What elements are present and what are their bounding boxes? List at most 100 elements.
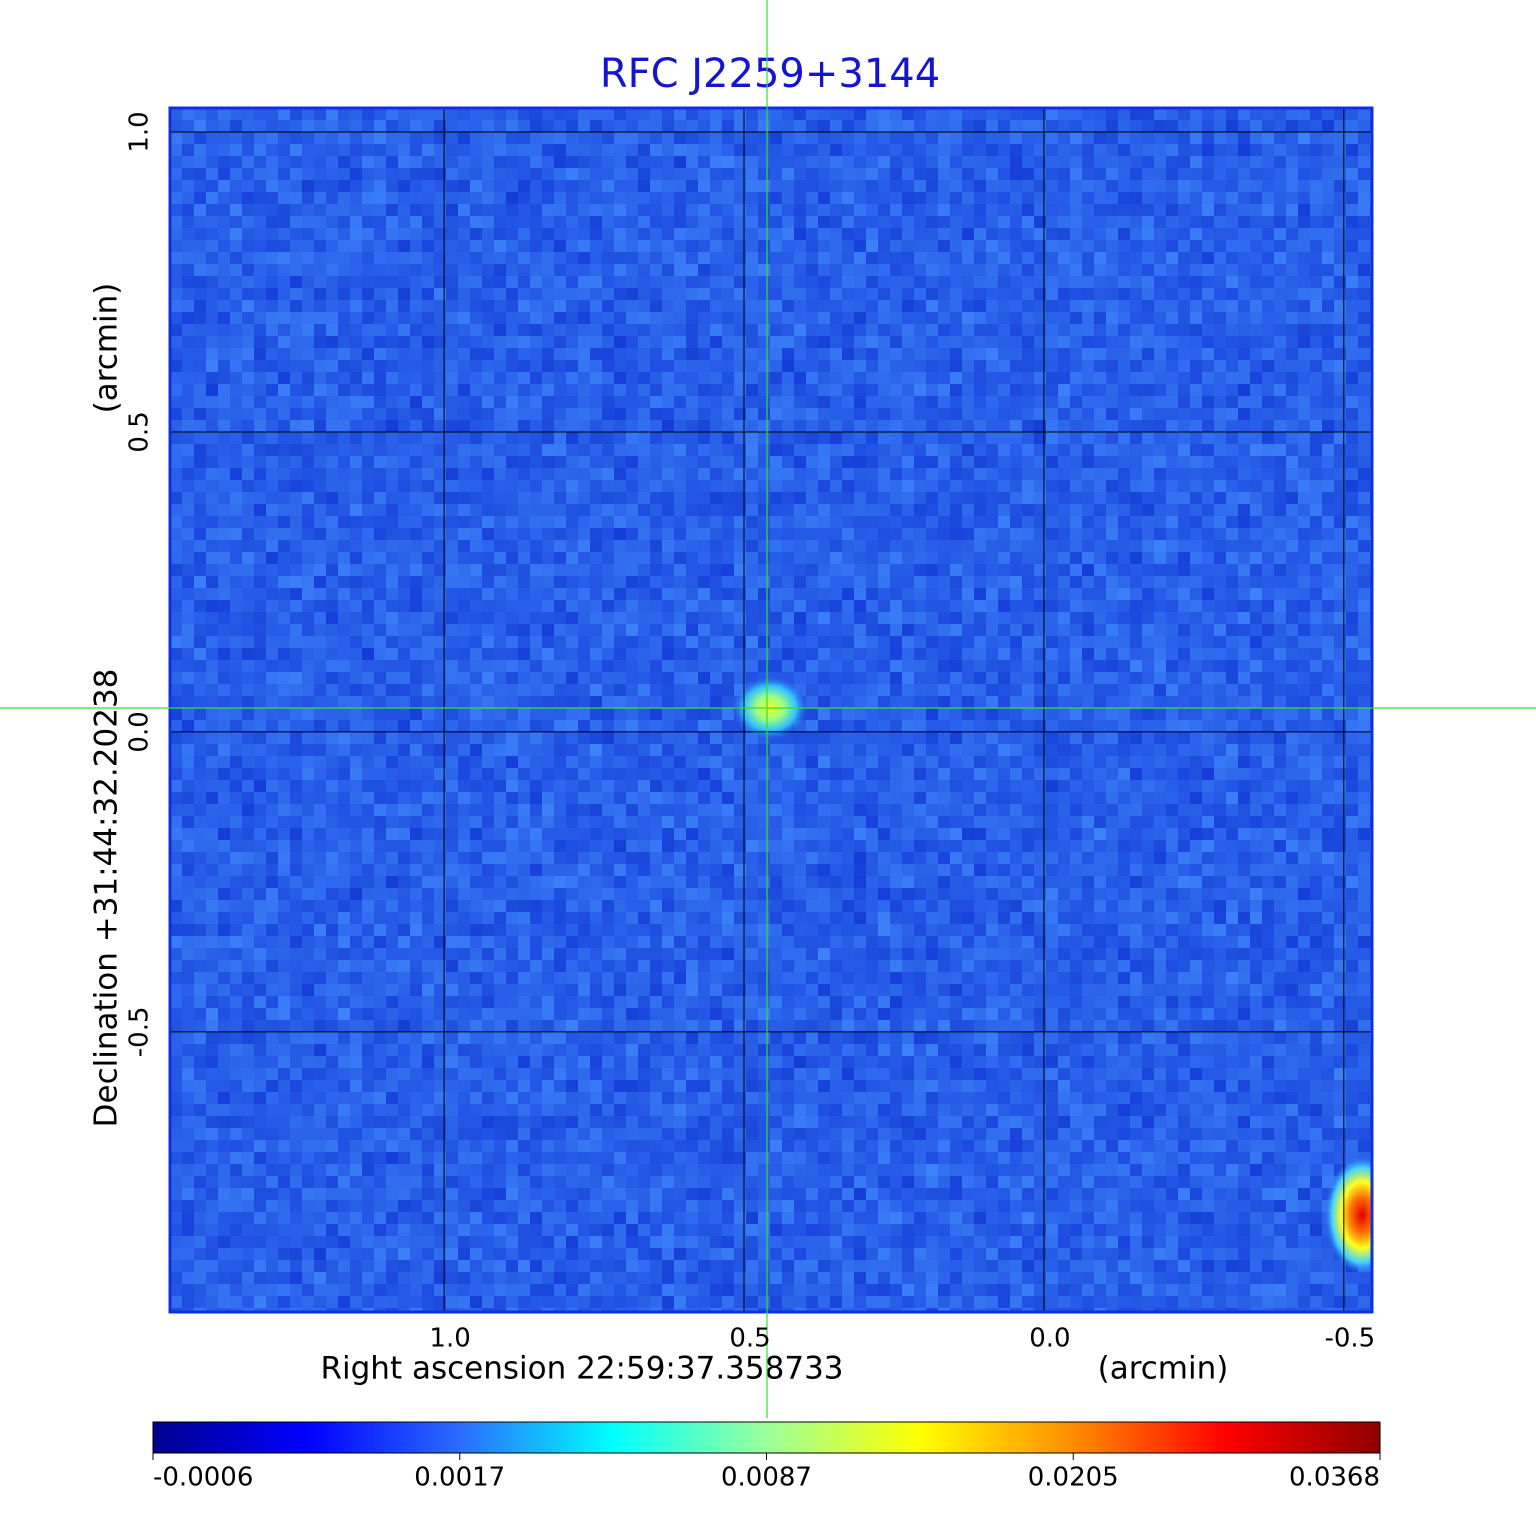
pixel: [1010, 636, 1023, 649]
pixel: [374, 492, 387, 505]
pixel: [638, 456, 651, 469]
pixel: [1154, 132, 1167, 145]
pixel: [590, 228, 603, 241]
pixel: [878, 192, 891, 205]
pixel: [842, 528, 855, 541]
pixel: [1022, 372, 1035, 385]
pixel: [818, 348, 831, 361]
pixel: [422, 324, 435, 337]
pixel: [818, 144, 831, 157]
pixel: [386, 384, 399, 397]
pixel: [1190, 672, 1203, 685]
pixel: [1058, 576, 1071, 589]
pixel: [302, 564, 315, 577]
pixel: [770, 540, 783, 553]
pixel: [1034, 420, 1047, 433]
pixel: [614, 120, 627, 133]
pixel: [578, 696, 591, 709]
pixel: [350, 648, 363, 661]
pixel: [350, 324, 363, 337]
pixel: [530, 636, 543, 649]
pixel: [218, 240, 231, 253]
pixel: [1070, 624, 1083, 637]
pixel: [230, 696, 243, 709]
pixel: [458, 228, 471, 241]
pixel: [1010, 312, 1023, 325]
pixel: [254, 600, 267, 613]
pixel: [818, 120, 831, 133]
pixel: [1058, 408, 1071, 421]
pixel: [602, 228, 615, 241]
pixel: [278, 156, 291, 169]
pixel: [1190, 204, 1203, 217]
pixel: [590, 144, 603, 157]
pixel: [1046, 528, 1059, 541]
pixel: [854, 372, 867, 385]
pixel: [1130, 408, 1143, 421]
pixel: [182, 432, 195, 445]
pixel: [170, 288, 183, 301]
pixel: [998, 420, 1011, 433]
pixel: [242, 168, 255, 181]
pixel: [602, 576, 615, 589]
pixel: [398, 300, 411, 313]
pixel: [758, 660, 771, 673]
pixel: [1082, 288, 1095, 301]
pixel: [626, 276, 639, 289]
pixel: [710, 612, 723, 625]
pixel: [1358, 396, 1371, 409]
pixel: [170, 264, 183, 277]
pixel: [986, 132, 999, 145]
pixel: [374, 300, 387, 313]
pixel: [230, 228, 243, 241]
pixel: [1346, 600, 1359, 613]
pixel: [614, 648, 627, 661]
pixel: [1214, 264, 1227, 277]
pixel: [338, 552, 351, 565]
pixel: [1022, 408, 1035, 421]
pixel: [1046, 624, 1059, 637]
pixel: [914, 204, 927, 217]
pixel: [566, 192, 579, 205]
pixel: [398, 660, 411, 673]
pixel: [314, 228, 327, 241]
pixel: [686, 696, 699, 709]
pixel: [554, 600, 567, 613]
pixel: [998, 372, 1011, 385]
pixel: [710, 120, 723, 133]
pixel: [482, 132, 495, 145]
pixel: [338, 360, 351, 373]
pixel: [1226, 120, 1239, 133]
pixel: [1250, 108, 1263, 121]
pixel: [1118, 288, 1131, 301]
pixel: [842, 312, 855, 325]
pixel: [374, 636, 387, 649]
pixel: [1274, 108, 1287, 121]
pixel: [290, 360, 303, 373]
pixel: [1142, 312, 1155, 325]
pixel: [554, 228, 567, 241]
pixel: [998, 120, 1011, 133]
pixel: [182, 504, 195, 517]
pixel: [914, 144, 927, 157]
pixel: [962, 648, 975, 661]
pixel: [326, 660, 339, 673]
pixel: [170, 168, 183, 181]
pixel: [962, 156, 975, 169]
pixel: [662, 420, 675, 433]
pixel: [782, 192, 795, 205]
pixel: [890, 336, 903, 349]
pixel: [650, 300, 663, 313]
pixel: [866, 252, 879, 265]
pixel: [290, 600, 303, 613]
pixel: [650, 192, 663, 205]
pixel: [542, 696, 555, 709]
pixel: [842, 168, 855, 181]
pixel: [434, 552, 447, 565]
pixel: [302, 684, 315, 697]
pixel: [530, 168, 543, 181]
pixel: [542, 648, 555, 661]
pixel: [230, 276, 243, 289]
pixel: [926, 456, 939, 469]
pixel: [1094, 204, 1107, 217]
